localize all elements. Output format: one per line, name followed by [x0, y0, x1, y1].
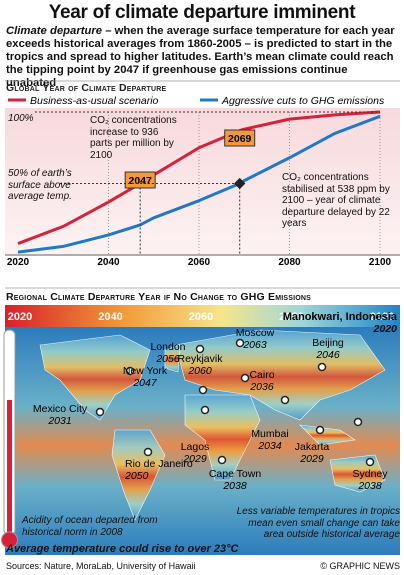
colorbar-label: 2100 [370, 311, 394, 323]
city-name: Cape Town [209, 468, 262, 480]
city-year: 2060 [187, 365, 212, 377]
annotation: 50% of earth’s surface above average tem… [8, 168, 72, 202]
city-name: Lagos [181, 441, 210, 453]
city-year: 2029 [182, 453, 207, 465]
x-tick-label: 2100 [369, 257, 392, 268]
city-year: 2034 [257, 440, 282, 452]
map-note: Average temperature could rise to over 2… [6, 543, 239, 555]
city-name: Rio de Janeiro [125, 458, 193, 470]
colorbar-label: 2020 [8, 311, 32, 323]
city-year: 2020 [373, 323, 398, 335]
city-dot [353, 417, 363, 427]
city-name: Jakarta [295, 441, 330, 453]
map-note: Less variable temperatures in tropics me… [236, 506, 400, 540]
city-dot [217, 455, 227, 465]
city-year: 2029 [299, 453, 324, 465]
city-year: 2046 [315, 349, 340, 361]
map-land [39, 329, 386, 521]
annotation: 100% [8, 113, 34, 124]
thermometer [1, 329, 18, 549]
departure-label: 2047 [128, 175, 152, 187]
city-name: Cairo [249, 369, 274, 381]
city-dot [235, 338, 245, 348]
city-name: Manokwari, Indonesia [283, 311, 398, 323]
city-dot [198, 385, 208, 395]
departure-box [224, 129, 256, 147]
city-name: Reykjavik [178, 353, 224, 365]
city-year: 2050 [124, 470, 149, 482]
map-title: Regional Climate Departure Year if No Ch… [6, 291, 312, 303]
series-line [17, 110, 381, 245]
title: Year of climate departure imminent [48, 2, 356, 23]
city-year: 2036 [249, 381, 274, 393]
city-year: 2063 [242, 339, 267, 351]
city-dot [365, 457, 375, 467]
city-dot [200, 405, 210, 415]
city-dot [143, 447, 153, 457]
legend-label: Business-as-usual scenario [30, 95, 159, 107]
city-name: Mexico City [33, 403, 88, 415]
x-tick-label: 2020 [7, 257, 30, 268]
colorbar [5, 305, 400, 327]
annotation: CO₂ concentrations stabilised at 538 ppm… [282, 172, 390, 229]
city-dot [125, 366, 135, 376]
city-year: 2047 [132, 377, 158, 389]
series-line [17, 114, 381, 254]
city-dot [195, 344, 205, 354]
city-dot [280, 395, 290, 405]
city-dot [95, 407, 105, 417]
intro-text: – when the average surface temperature f… [6, 25, 395, 89]
sources: Sources: Nature, MoraLab, University of … [6, 561, 196, 571]
departure-label: 2069 [228, 133, 252, 145]
x-tick-label: 2040 [97, 257, 120, 268]
x-tick-label: 2080 [278, 257, 301, 268]
city-year: 2038 [357, 480, 382, 492]
intro: Climate departure – when the average sur… [6, 25, 400, 90]
city-name: Mumbai [251, 428, 288, 440]
city-year: 2038 [222, 480, 247, 492]
chart-title: Global Year of Climate Departure [6, 82, 167, 94]
city-dot [317, 362, 327, 372]
city-name: London [150, 341, 185, 353]
colorbar-label: 2060 [189, 311, 213, 323]
intro-lead: Climate departure [6, 25, 103, 37]
x-tick-label: 2060 [188, 257, 211, 268]
city-dot [315, 425, 325, 435]
city-name: Moscow [236, 327, 275, 339]
colorbar-label: 2040 [98, 311, 122, 323]
city-name: New York [123, 365, 168, 377]
departure-marker [234, 177, 246, 190]
map-note: Acidity of ocean departed from historica… [22, 515, 158, 538]
city-name: Beijing [312, 337, 344, 349]
city-name: Sydney [352, 468, 388, 480]
credit: © GRAPHIC NEWS [320, 561, 400, 571]
legend-label: Aggressive cuts to GHG emissions [221, 95, 385, 107]
city-year: 2056 [155, 353, 180, 365]
colorbar-label: 2080 [279, 311, 303, 323]
city-year: 2031 [47, 415, 71, 427]
annotation: CO₂ concentrations increase to 936 parts… [90, 115, 177, 161]
city-dot [240, 373, 250, 383]
